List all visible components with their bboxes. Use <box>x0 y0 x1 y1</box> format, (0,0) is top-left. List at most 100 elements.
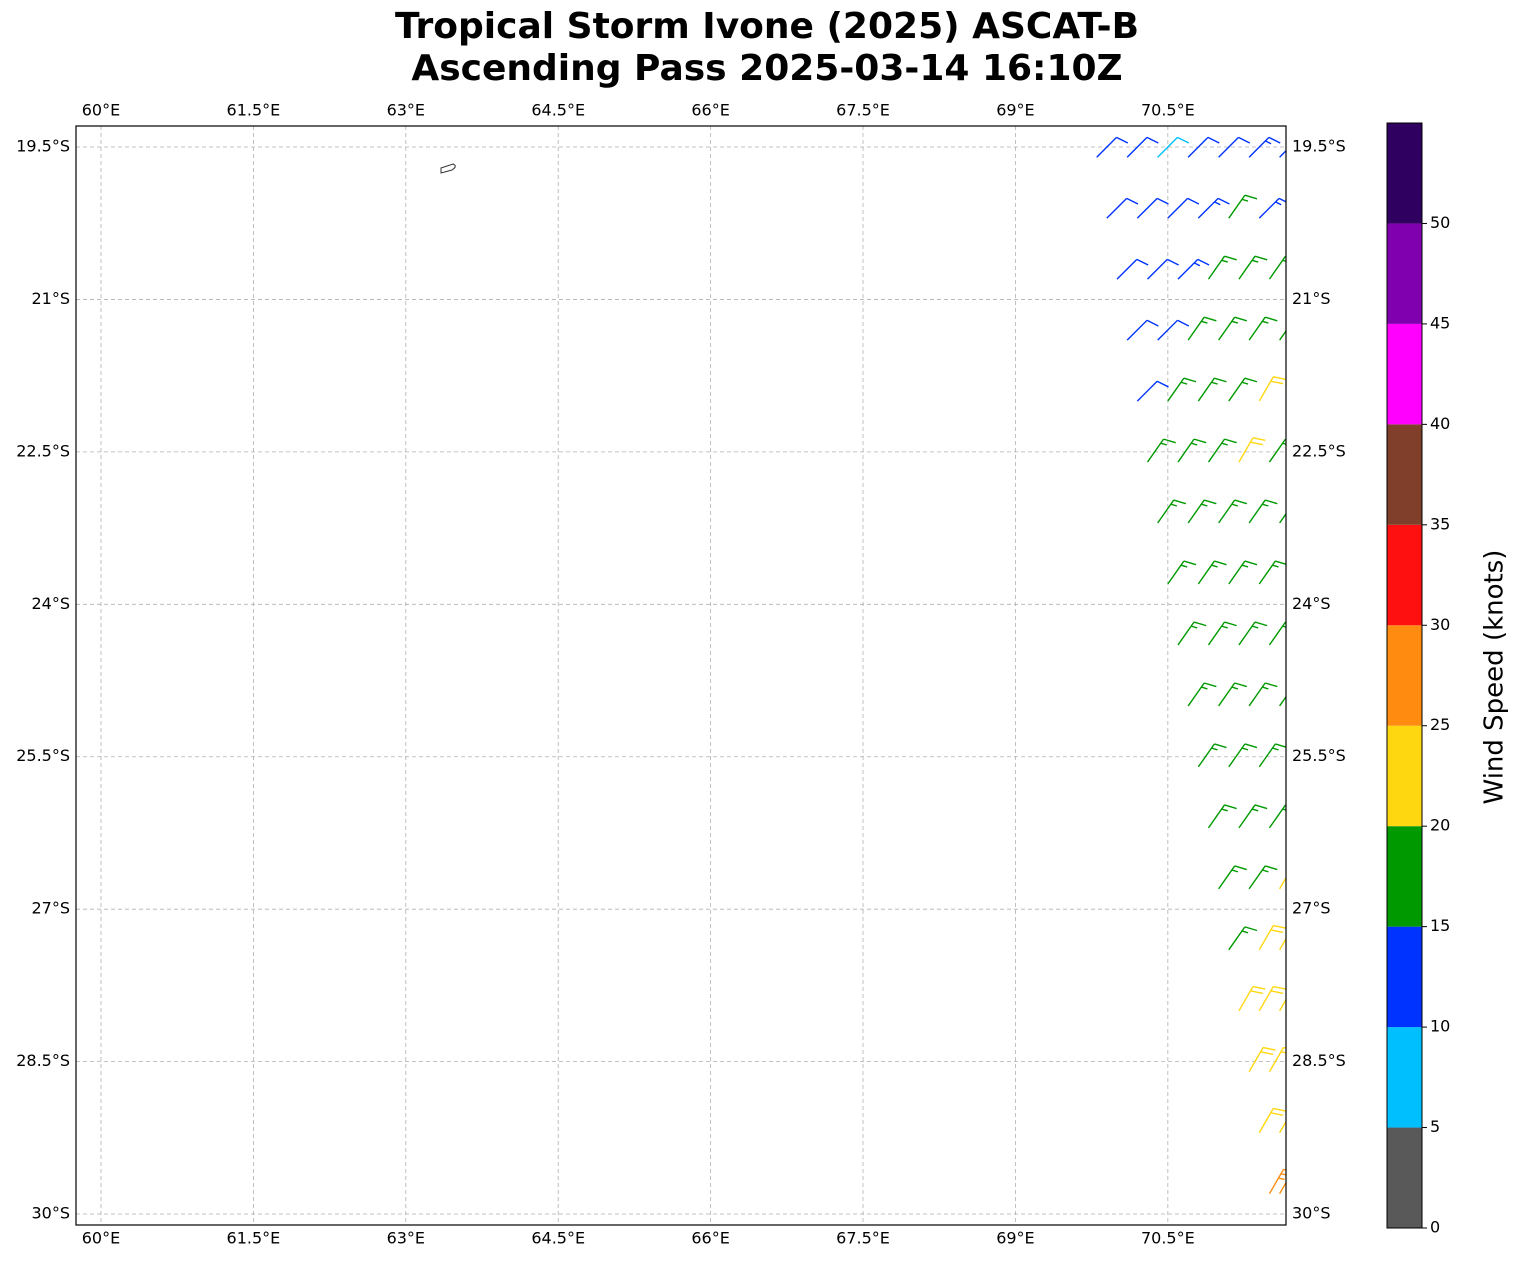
colorbar-tick-label: 35 <box>1430 514 1450 533</box>
x-tick-label: 70.5°E <box>1141 1229 1195 1248</box>
grid <box>76 126 1286 1225</box>
y-tick-label: 19.5°S <box>16 137 70 156</box>
wind-barb <box>1197 743 1227 768</box>
wind-barb <box>1258 197 1286 219</box>
colorbar-tick-label: 15 <box>1430 916 1450 935</box>
wind-barb <box>1258 743 1286 768</box>
wind-barb <box>1278 876 1286 890</box>
colorbar-tick-label: 40 <box>1430 414 1450 433</box>
x-tick-label: 61.5°E <box>227 1229 281 1248</box>
y-tick-label: 30°S <box>31 1204 70 1223</box>
island-outline <box>440 163 456 174</box>
colorbar-bin <box>1387 1027 1422 1128</box>
wind-barb <box>1218 865 1248 890</box>
colorbar-bin <box>1387 826 1422 927</box>
y-tick-label: 21°S <box>31 289 70 308</box>
wind-barb <box>1187 316 1217 341</box>
colorbar-frame <box>1386 122 1423 1229</box>
wind-barb <box>1157 499 1187 524</box>
y-tick-label: 30°S <box>1292 1204 1331 1223</box>
wind-barb <box>1187 682 1217 707</box>
wind-barbs <box>1096 136 1286 1195</box>
x-tick-label: 66°E <box>691 101 729 120</box>
wind-barb <box>1146 438 1176 463</box>
colorbar: 0 5 10 15 20 25 30 35 40 45 50 <box>1386 122 1450 1237</box>
wind-barb <box>1279 512 1286 524</box>
wind-barb <box>1197 197 1230 219</box>
wind-barb <box>1279 695 1286 707</box>
wind-barb <box>1106 197 1139 219</box>
wind-barb <box>1258 1107 1286 1134</box>
x-tick-label: 69°E <box>996 1229 1034 1248</box>
y-tick-label: 25.5°S <box>16 746 70 765</box>
y-tick-label: 27°S <box>1292 899 1331 918</box>
wind-barb <box>1268 804 1286 829</box>
wind-barb <box>1167 377 1197 402</box>
colorbar-tick-label: 0 <box>1430 1218 1440 1237</box>
x-tick-label: 66°E <box>691 1229 729 1248</box>
wind-barb <box>1218 136 1251 158</box>
wind-barb <box>1268 255 1286 280</box>
x-tick-label: 63°E <box>387 101 425 120</box>
wind-barb <box>1228 743 1258 768</box>
wind-barb <box>1167 197 1200 219</box>
wind-barb <box>1126 136 1159 158</box>
colorbar-tick-label: 10 <box>1430 1017 1450 1036</box>
wind-barb <box>1167 560 1197 585</box>
wind-barb <box>1258 985 1286 1012</box>
wind-barb <box>1248 136 1281 158</box>
wind-barb <box>1238 621 1268 646</box>
wind-barb <box>1207 621 1237 646</box>
wind-barb <box>1268 1168 1286 1195</box>
wind-barb <box>1218 499 1248 524</box>
wind-barb <box>1177 438 1207 463</box>
title-line-1: Tropical Storm Ivone (2025) ASCAT-B <box>395 6 1139 47</box>
y-tick-label: 28.5°S <box>16 1051 70 1070</box>
wind-barb <box>1228 560 1258 585</box>
wind-barb <box>1218 316 1248 341</box>
y-tick-label: 24°S <box>1292 594 1331 613</box>
colorbar-tick-label: 25 <box>1430 715 1450 734</box>
wind-barb <box>1248 682 1278 707</box>
colorbar-bin <box>1387 1127 1422 1228</box>
colorbar-bin <box>1387 725 1422 827</box>
colorbar-tick-label: 50 <box>1430 213 1450 232</box>
wind-barb <box>1147 258 1179 280</box>
map-frame <box>75 125 1287 1226</box>
x-tick-label: 61.5°E <box>227 101 281 120</box>
wind-barb <box>1187 136 1220 158</box>
x-tick-label: 67.5°E <box>836 1229 890 1248</box>
x-tick-label: 67.5°E <box>836 101 890 120</box>
colorbar-bin <box>1387 123 1422 224</box>
y-tick-label: 27°S <box>31 899 70 918</box>
wind-barb <box>1238 804 1268 829</box>
wind-barb <box>1157 136 1190 158</box>
wind-barb <box>1238 985 1266 1012</box>
wind-barb <box>1248 316 1278 341</box>
wind-barb <box>1278 998 1286 1012</box>
colorbar-tick-label: 20 <box>1430 816 1450 835</box>
wind-barb <box>1238 437 1266 463</box>
x-tick-label: 60°E <box>82 1229 120 1248</box>
wind-barb <box>1207 255 1237 280</box>
x-tick-label: 64.5°E <box>531 101 585 120</box>
wind-barb <box>1278 1120 1286 1134</box>
y-tick-label: 22.5°S <box>1292 441 1346 460</box>
colorbar-label: Wind Speed (knots) <box>1480 550 1510 805</box>
wind-barb <box>1157 319 1190 341</box>
wind-barb <box>1258 560 1286 585</box>
wind-barb <box>1278 1181 1286 1195</box>
wind-barb <box>1268 621 1286 646</box>
colorbar-bin <box>1387 926 1422 1028</box>
wind-barb <box>1126 319 1159 341</box>
wind-barb <box>1258 924 1286 951</box>
wind-barb <box>1197 377 1227 402</box>
wind-barb <box>1177 258 1210 280</box>
x-tick-label: 64.5°E <box>531 1229 585 1248</box>
colorbar-bin <box>1387 625 1422 726</box>
colorbar-tick-label: 30 <box>1430 615 1450 634</box>
wind-barb <box>1258 376 1286 402</box>
colorbar-bin <box>1387 223 1422 324</box>
wind-barb <box>1207 438 1237 463</box>
